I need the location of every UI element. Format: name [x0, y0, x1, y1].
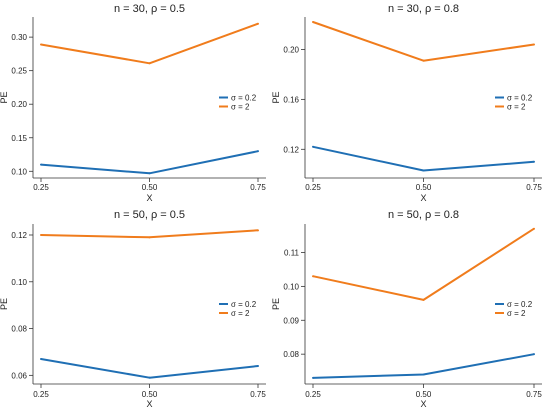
x-tick-label: 0.25 — [305, 183, 321, 192]
series-line-sigma-2 — [312, 227, 535, 301]
y-tick-label: 0.11 — [284, 248, 300, 257]
x-axis-label: X — [146, 399, 152, 409]
legend-label: σ = 0.2 — [231, 300, 257, 309]
series-line-sigma-2 — [312, 21, 535, 62]
y-tick-label: 0.20 — [283, 45, 299, 54]
series-line-sigma-2 — [40, 229, 259, 239]
data-point — [533, 353, 535, 356]
data-point — [40, 357, 42, 360]
y-tick-label: 0.09 — [283, 316, 299, 325]
y-tick-label: 0.25 — [11, 67, 27, 76]
data-point — [533, 43, 535, 46]
data-point — [257, 150, 259, 153]
legend: σ = 0.2σ = 2 — [495, 300, 533, 318]
chart-title: n = 50, ρ = 0.5 — [114, 209, 185, 221]
data-point — [148, 236, 151, 239]
data-point — [257, 22, 259, 25]
legend-label: σ = 2 — [507, 309, 526, 318]
y-tick-label: 0.08 — [11, 325, 27, 334]
y-tick-label: 0.15 — [11, 134, 27, 143]
chart-title: n = 30, ρ = 0.8 — [388, 3, 459, 15]
data-point — [422, 298, 425, 301]
series-line-sigma-0-2 — [40, 150, 259, 175]
y-tick-label: 0.10 — [11, 278, 27, 287]
data-point — [312, 145, 314, 148]
legend: σ = 0.2σ = 2 — [219, 94, 257, 112]
legend-label: σ = 2 — [231, 103, 250, 112]
x-tick-label: 0.25 — [305, 390, 321, 399]
data-point — [40, 233, 42, 236]
y-axis-label: PE — [271, 298, 281, 310]
legend: σ = 0.2σ = 2 — [219, 300, 257, 318]
chart-title: n = 50, ρ = 0.8 — [388, 209, 459, 221]
x-tick-label: 0.50 — [416, 183, 432, 192]
series-line-sigma-0-2 — [40, 358, 259, 379]
data-point — [422, 59, 425, 62]
data-point — [312, 275, 314, 278]
y-tick-label: 0.12 — [11, 231, 27, 240]
legend-label: σ = 0.2 — [507, 300, 533, 309]
y-axis-label: PE — [0, 91, 9, 103]
legend-label: σ = 0.2 — [231, 94, 257, 103]
data-point — [312, 376, 314, 379]
x-tick-label: 0.50 — [142, 390, 158, 399]
series-line-sigma-2 — [40, 22, 259, 65]
x-axis-label: X — [146, 193, 152, 203]
legend-label: σ = 0.2 — [507, 94, 533, 103]
data-point — [148, 376, 151, 379]
y-axis-label: PE — [0, 298, 9, 310]
data-point — [533, 160, 535, 163]
x-axis-label: X — [420, 399, 426, 409]
x-tick-label: 0.25 — [33, 183, 49, 192]
data-point — [257, 229, 259, 232]
x-tick-label: 0.50 — [142, 183, 158, 192]
data-point — [312, 20, 314, 23]
data-point — [40, 43, 42, 46]
y-axis-label: PE — [271, 91, 281, 103]
legend-label: σ = 2 — [507, 103, 526, 112]
x-tick-label: 0.75 — [526, 390, 542, 399]
data-point — [422, 373, 425, 376]
y-tick-label: 0.10 — [283, 282, 299, 291]
y-tick-label: 0.20 — [11, 100, 27, 109]
data-point — [148, 172, 151, 175]
chart-panel-1: n = 30, ρ = 0.5 0.10 0.15 0.20 0.25 0.30 0.25 0… — [0, 3, 266, 203]
x-tick-label: 0.75 — [250, 183, 266, 192]
data-point — [533, 227, 535, 230]
x-tick-label: 0.75 — [250, 390, 266, 399]
data-point — [40, 163, 42, 166]
chart-panel-3: n = 50, ρ = 0.5 0.06 0.08 0.10 0.12 0.25 0.50 0… — [0, 209, 266, 409]
y-tick-label: 0.10 — [11, 167, 27, 176]
y-tick-label: 0.12 — [283, 145, 299, 154]
x-axis-label: X — [420, 193, 426, 203]
chart-panel-4: n = 50, ρ = 0.8 0.08 0.09 0.10 0.11 0.25 0.50 0… — [271, 209, 542, 409]
data-point — [257, 364, 259, 367]
y-tick-label: 0.08 — [283, 350, 299, 359]
data-point — [148, 62, 151, 65]
legend-label: σ = 2 — [231, 309, 250, 318]
x-tick-label: 0.25 — [33, 390, 49, 399]
y-tick-label: 0.06 — [11, 371, 27, 380]
y-tick-label: 0.16 — [283, 95, 299, 104]
chart-title: n = 30, ρ = 0.5 — [114, 3, 185, 15]
y-tick-label: 0.30 — [11, 33, 27, 42]
x-tick-label: 0.50 — [416, 390, 432, 399]
chart-panel-2: n = 30, ρ = 0.8 0.12 0.16 0.20 0.25 0.50 0.75 X… — [271, 3, 542, 203]
legend: σ = 0.2σ = 2 — [495, 94, 533, 112]
data-point — [422, 169, 425, 172]
series-line-sigma-0-2 — [312, 145, 535, 172]
x-tick-label: 0.75 — [526, 183, 542, 192]
